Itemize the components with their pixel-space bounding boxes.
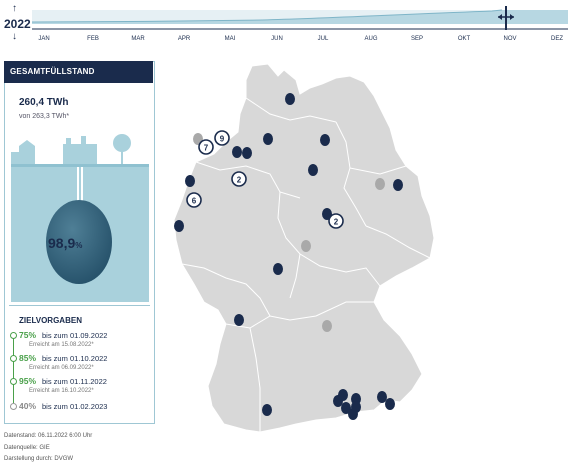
panel-divider (9, 305, 150, 306)
month-label[interactable]: JUL (317, 36, 329, 42)
target-item: 40% bis zum 01.02.2023 (19, 401, 108, 411)
data-author: Darstellung durch: DVGW (4, 456, 74, 462)
cluster-count: 6 (192, 197, 197, 206)
arrow-up-icon[interactable]: ↑ (12, 3, 17, 14)
storage-marker (351, 401, 361, 413)
storage-marker (285, 93, 295, 105)
target-reached: Erreicht am 06.09.2022* (29, 365, 94, 371)
storage-marker (385, 398, 395, 410)
fill-level-panel: GESAMTFÜLLSTAND 260,4 TWh von 263,3 TWh*… (4, 61, 155, 424)
month-label[interactable]: MAR (131, 36, 145, 42)
storage-marker (263, 133, 273, 145)
storage-illustration (11, 134, 149, 302)
month-label[interactable]: OKT (457, 36, 471, 42)
target-dot (10, 378, 17, 385)
storage-marker (185, 175, 195, 187)
cluster-marker[interactable]: 7 (198, 139, 214, 155)
data-timestamp: Datenstand: 06.11.2022 6:00 Uhr (4, 433, 93, 439)
storage-marker (393, 179, 403, 191)
month-label[interactable]: APR (177, 36, 191, 42)
target-dot (10, 403, 17, 410)
target-item: 75% bis zum 01.09.2022 (19, 330, 108, 340)
cluster-marker[interactable]: 6 (186, 192, 202, 208)
target-item: 85% bis zum 01.10.2022 (19, 353, 108, 363)
storage-marker-inactive (375, 178, 385, 190)
target-dot (10, 355, 17, 362)
cluster-count: 2 (237, 176, 242, 185)
cluster-count: 2 (334, 218, 339, 227)
target-reached: Erreicht am 16.10.2022* (29, 388, 94, 394)
data-source: Datenquelle: GIE (4, 445, 50, 451)
month-label[interactable]: NOV (503, 36, 517, 42)
target-item: 95% bis zum 01.11.2022 (19, 376, 107, 386)
month-label[interactable]: FEB (87, 36, 99, 42)
target-reached: Erreicht am 15.08.2022* (29, 342, 94, 348)
stored-volume: 260,4 TWh (19, 97, 69, 108)
storage-marker (338, 389, 348, 401)
year-label: 2022 (4, 17, 31, 31)
month-label[interactable]: JAN (38, 36, 50, 42)
storage-marker (377, 391, 387, 403)
storage-marker (262, 404, 272, 416)
storage-cavern (46, 200, 112, 284)
cluster-count: 7 (204, 144, 209, 153)
storage-capacity: von 263,3 TWh* (19, 113, 70, 120)
month-label[interactable]: AUG (364, 36, 378, 42)
storage-marker-inactive (301, 240, 311, 252)
germany-map[interactable]: 9 7 2 6 2 (160, 58, 450, 440)
fill-percentage: 98,9% (48, 235, 83, 251)
storage-marker (232, 146, 242, 158)
month-label[interactable]: SEP (410, 36, 424, 42)
cluster-marker[interactable]: 2 (328, 213, 344, 229)
storage-marker (273, 263, 283, 275)
storage-marker (308, 164, 318, 176)
storage-marker (341, 402, 351, 414)
panel-title: GESAMTFÜLLSTAND (4, 61, 153, 83)
month-label[interactable]: JUN (271, 36, 283, 42)
year-selector[interactable]: ↑ 2022 ↓ (4, 3, 31, 44)
month-label[interactable]: DEZ (551, 36, 563, 42)
target-dot (10, 332, 17, 339)
state-borders (181, 97, 431, 432)
active-storages (174, 93, 403, 420)
targets-line (13, 333, 14, 403)
storage-marker (242, 147, 252, 159)
arrow-down-icon[interactable]: ↓ (12, 31, 17, 42)
timeline-track[interactable] (32, 6, 568, 30)
timeline-handle[interactable] (498, 6, 514, 30)
storage-marker (174, 220, 184, 232)
month-label[interactable]: MAI (224, 36, 236, 42)
timeline-months: JAN FEB MAR APR MAI JUN JUL AUG SEP OKT … (32, 36, 568, 46)
targets-heading: ZIELVORGABEN (19, 316, 82, 325)
storage-marker (320, 134, 330, 146)
storage-marker (234, 314, 244, 326)
cluster-marker[interactable]: 2 (231, 171, 247, 187)
cluster-marker[interactable]: 9 (214, 130, 230, 146)
inactive-storages (193, 133, 385, 332)
cluster-count: 9 (220, 135, 225, 144)
storage-marker-inactive (322, 320, 332, 332)
